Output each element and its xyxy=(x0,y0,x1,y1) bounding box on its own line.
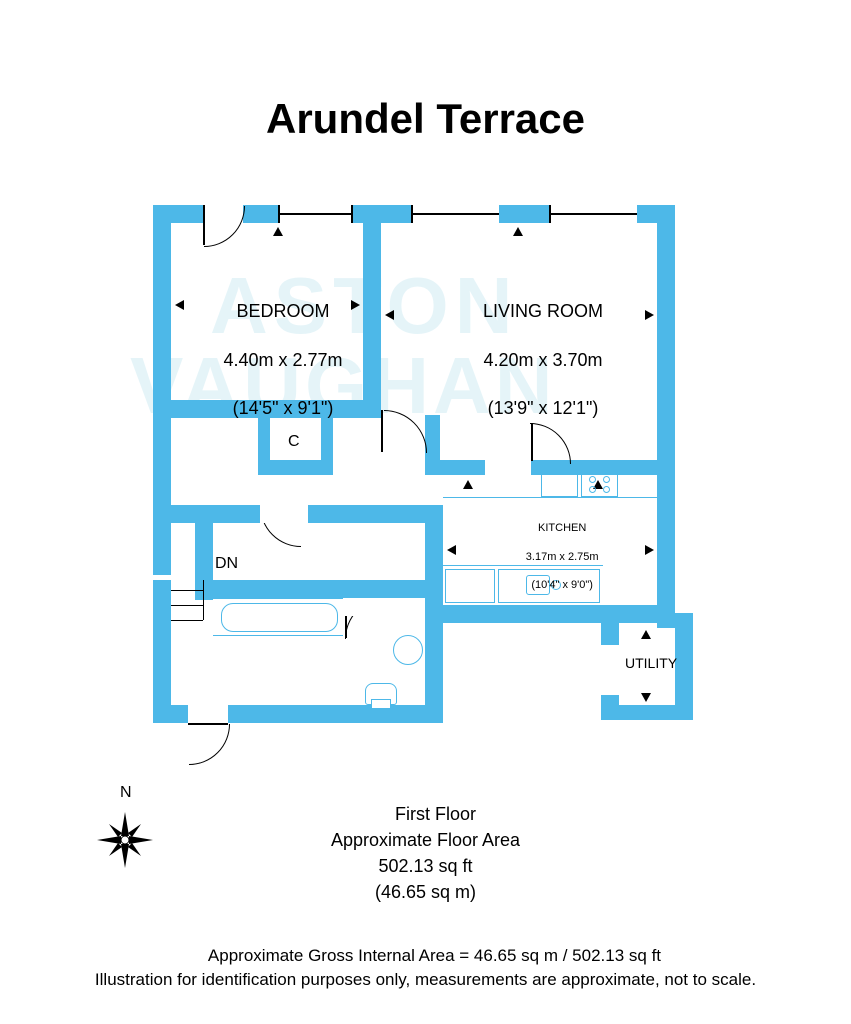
living-name: LIVING ROOM xyxy=(483,301,603,321)
living-label: LIVING ROOM 4.20m x 3.70m (13'9" x 12'1"… xyxy=(428,275,628,445)
kitchen-imperial: (10'4" x 9'0") xyxy=(531,579,593,591)
living-metric: 4.20m x 3.70m xyxy=(483,350,602,370)
kitchen-label: KITCHEN 3.17m x 2.75m (10'4" x 9'0") xyxy=(498,507,608,607)
bedroom-imperial: (14'5" x 9'1") xyxy=(233,398,334,418)
page-title: Arundel Terrace xyxy=(0,95,851,143)
floor-plan-page: Arundel Terrace ASTON VAUGHAN xyxy=(0,0,851,1024)
kitchen-name: KITCHEN xyxy=(538,522,586,534)
disclaimer: Approximate Gross Internal Area = 46.65 … xyxy=(0,920,851,1015)
bedroom-metric: 4.40m x 2.77m xyxy=(223,350,342,370)
bedroom-label: BEDROOM 4.40m x 2.77m (14'5" x 9'1") xyxy=(178,275,358,445)
footer-sqft: 502.13 sq ft xyxy=(378,856,472,876)
footer-sqm: (46.65 sq m) xyxy=(375,882,476,902)
utility-label: UTILITY xyxy=(625,655,677,671)
footer-area-label: Approximate Floor Area xyxy=(331,830,520,850)
footer: First Floor Approximate Floor Area 502.1… xyxy=(0,775,851,932)
closet-label: C xyxy=(288,433,300,451)
disclaimer-line1: Approximate Gross Internal Area = 46.65 … xyxy=(208,946,661,965)
kitchen-metric: 3.17m x 2.75m xyxy=(526,551,599,563)
disclaimer-line2: Illustration for identification purposes… xyxy=(95,970,756,989)
floor-plan: BEDROOM 4.40m x 2.77m (14'5" x 9'1") LIV… xyxy=(153,205,693,730)
footer-floor: First Floor xyxy=(395,804,476,824)
living-imperial: (13'9" x 12'1") xyxy=(488,398,599,418)
bedroom-name: BEDROOM xyxy=(237,301,330,321)
stairs-label: DN xyxy=(215,555,238,573)
